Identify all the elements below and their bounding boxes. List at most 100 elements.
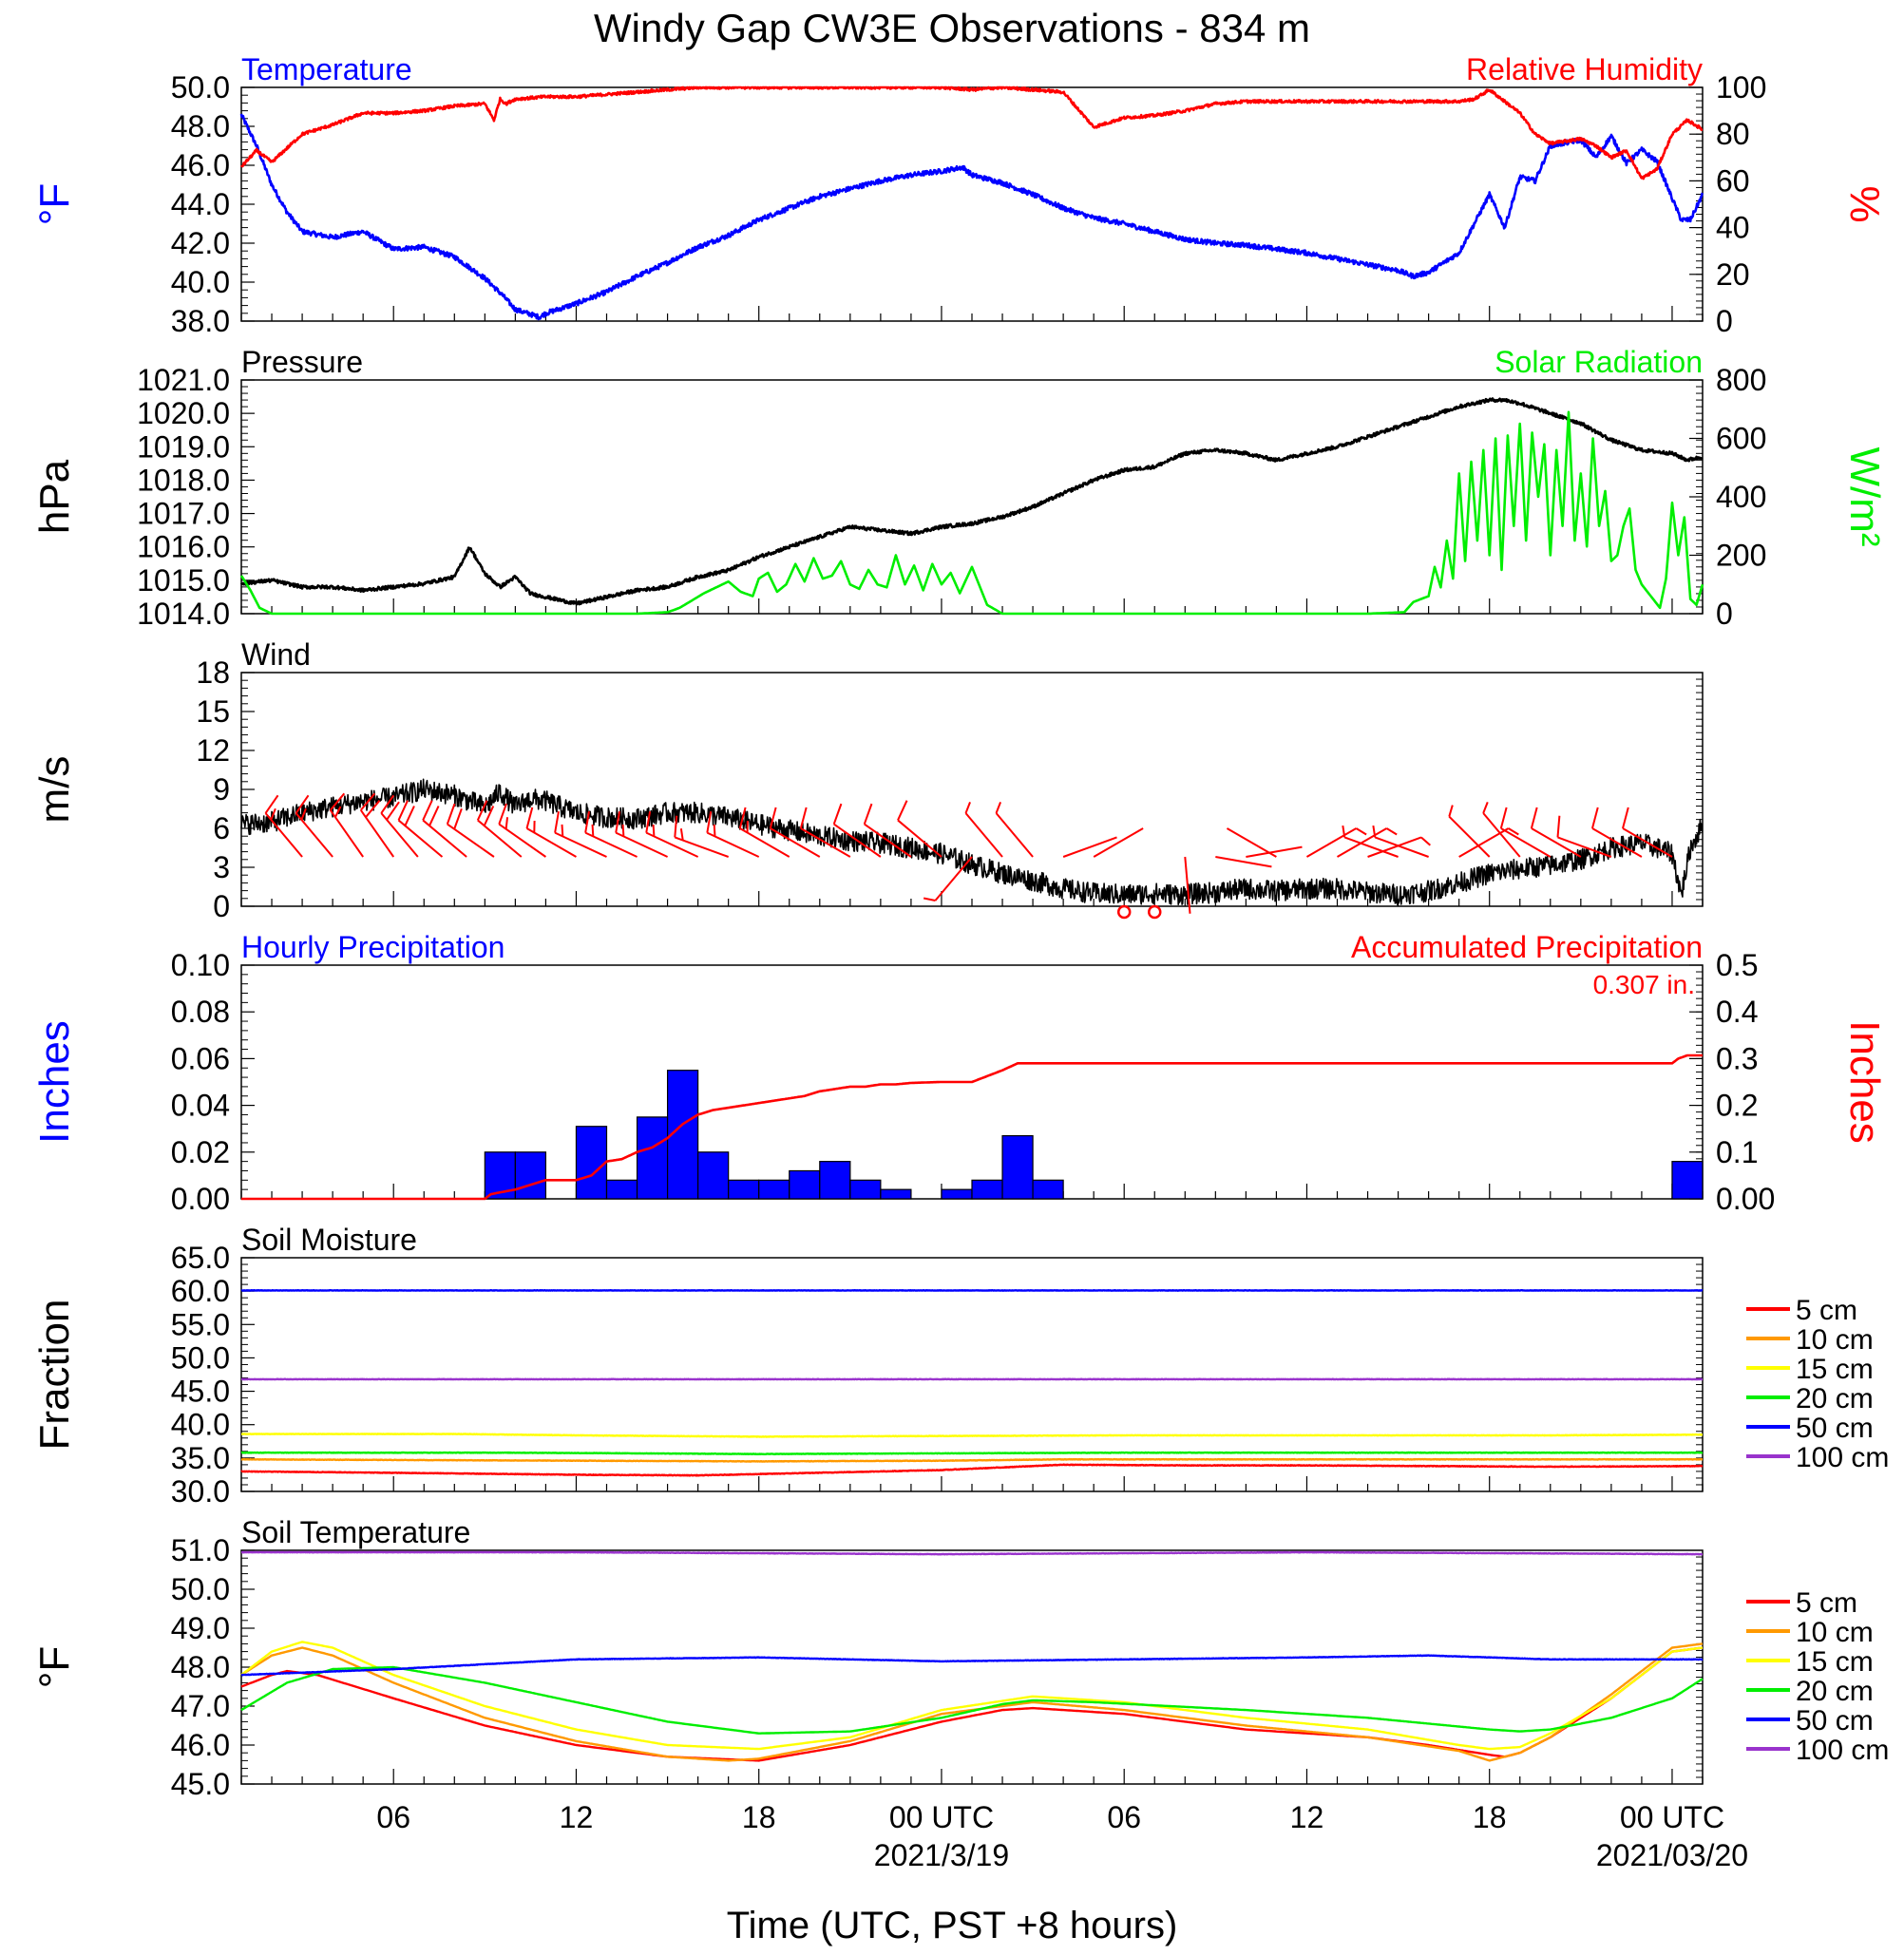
wind-barb-feather	[832, 803, 843, 825]
y-tick-label-right: 0.4	[1716, 995, 1758, 1029]
wind-barb	[498, 823, 546, 858]
precip-bar	[789, 1169, 821, 1200]
series-line-50-cm	[240, 1654, 1704, 1677]
wind-barb-feather	[554, 810, 560, 833]
wind-barb-feather	[453, 807, 463, 830]
precip-bar	[605, 1179, 638, 1200]
wind-barb-feather	[270, 807, 276, 821]
wind-barb-feather	[498, 803, 507, 825]
y-tick-label-left: 44.0	[171, 187, 230, 221]
y-tick-label-left: 1016.0	[137, 530, 230, 564]
y-tick-label-left: 38.0	[171, 304, 230, 338]
panel-title-left: Pressure	[241, 345, 363, 379]
y-tick-label-right: 100	[1716, 70, 1766, 104]
wind-barb-feather	[674, 815, 678, 838]
y-tick-label-right: 0.3	[1716, 1041, 1758, 1075]
precip-bar	[575, 1126, 608, 1200]
y-axis-label-right: %	[1841, 185, 1888, 222]
y-tick-label-left: 50.0	[171, 70, 230, 104]
legend-label: 50 cm	[1796, 1413, 1874, 1444]
wind-barb-feather	[863, 803, 873, 825]
wind-barb	[1531, 827, 1582, 858]
y-tick-label-left: 0.08	[171, 995, 230, 1029]
y-axis-label-right: Inches	[1841, 1020, 1888, 1144]
y-axis-label-left: °F	[31, 1646, 78, 1688]
wind-barb-feather	[1482, 802, 1489, 814]
wind-barb	[397, 819, 444, 858]
y-tick-label-left: 40.0	[171, 265, 230, 299]
y-tick-label-right: 800	[1716, 363, 1766, 397]
wind-barb-feather	[295, 794, 310, 814]
y-axis-label-left: Inches	[31, 1020, 78, 1144]
wind-barb-feather	[1342, 825, 1346, 838]
y-tick-label-left: 6	[213, 811, 230, 845]
panel-soil_moisture: 30.035.040.045.050.055.060.065.0 Soil Moi…	[31, 1223, 1889, 1509]
legend-label: 20 cm	[1796, 1383, 1874, 1414]
wind-barb-feather	[1556, 815, 1561, 838]
series-line-5-cm	[240, 1463, 1704, 1477]
precip-bar	[697, 1151, 730, 1200]
precip-bar	[636, 1116, 669, 1200]
series-line-pressure	[239, 397, 1704, 606]
wind-barb	[1337, 827, 1387, 858]
wind-barb-feather	[923, 897, 936, 902]
wind-barb-feather	[1530, 807, 1538, 829]
x-tick-label: 06	[1107, 1800, 1141, 1834]
legend-label: 5 cm	[1796, 1295, 1857, 1326]
wind-barb	[359, 809, 395, 858]
wind-barb	[1591, 827, 1643, 858]
panel-title-right: Solar Radiation	[1495, 345, 1703, 379]
y-tick-label-left: 0.00	[171, 1182, 230, 1216]
y-tick-label-left: 0.06	[171, 1041, 230, 1075]
precip-bar	[1032, 1179, 1064, 1200]
wind-barb-feather	[621, 824, 625, 837]
wind-barb	[645, 831, 699, 858]
panel-title-left: Temperature	[241, 52, 412, 86]
y-tick-label-left: 1015.0	[137, 563, 230, 598]
wind-barb	[800, 827, 851, 858]
legend-label: 10 cm	[1796, 1324, 1874, 1356]
wind-barb	[674, 836, 730, 858]
legend-label: 100 cm	[1796, 1442, 1889, 1473]
wind-barb	[1062, 836, 1117, 858]
x-tick-label: 06	[376, 1800, 410, 1834]
y-axis-label-left: m/s	[31, 756, 78, 824]
series-line-15-cm	[240, 1433, 1704, 1438]
y-tick-label-right: 400	[1716, 480, 1766, 514]
wind-barb	[995, 812, 1034, 858]
y-tick-label-left: 51.0	[171, 1533, 230, 1567]
y-tick-label-right: 0.2	[1716, 1089, 1758, 1123]
legend-label: 50 cm	[1796, 1705, 1874, 1737]
legend-label: 15 cm	[1796, 1354, 1874, 1385]
wind-barb	[615, 831, 669, 858]
y-tick-label-left: 46.0	[171, 1728, 230, 1762]
precip-bar	[971, 1179, 1003, 1200]
y-tick-label-right: 0.1	[1716, 1135, 1758, 1169]
wind-barb-feather	[799, 807, 808, 829]
y-tick-label-left: 60.0	[171, 1274, 230, 1308]
wind-barb-feather	[1622, 807, 1629, 829]
wind-barb-feather	[964, 802, 971, 814]
wind-barb	[1500, 827, 1552, 858]
series-line-10-cm	[240, 1457, 1704, 1463]
precip-bar	[728, 1179, 760, 1200]
y-tick-label-left: 3	[213, 850, 230, 884]
y-tick-label-right: 40	[1716, 211, 1750, 245]
wind-barb	[1246, 845, 1303, 858]
panel-title-left: Wind	[241, 637, 311, 672]
x-tick-date: 2021/3/19	[874, 1838, 1009, 1872]
wind-barb-feather	[713, 824, 716, 837]
wind-barb-feather	[679, 828, 684, 841]
x-tick-label: 18	[1473, 1800, 1507, 1834]
wind-barb	[477, 819, 523, 858]
panel-title-left: Soil Moisture	[241, 1223, 417, 1257]
x-tick-label: 00 UTC	[1620, 1800, 1724, 1834]
x-tick-label: 12	[1290, 1800, 1324, 1834]
wind-barb	[833, 823, 882, 858]
series-line-20-cm	[240, 1665, 1704, 1735]
wind-barb-feather	[329, 792, 346, 811]
panel-title-left: Hourly Precipitation	[241, 930, 505, 964]
y-tick-label-left: 0.10	[171, 948, 230, 982]
accumulated-total-annotation: 0.307 in.	[1593, 970, 1695, 999]
